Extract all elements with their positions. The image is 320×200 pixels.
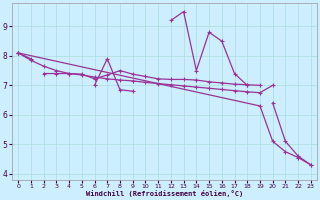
X-axis label: Windchill (Refroidissement éolien,°C): Windchill (Refroidissement éolien,°C) xyxy=(86,190,243,197)
